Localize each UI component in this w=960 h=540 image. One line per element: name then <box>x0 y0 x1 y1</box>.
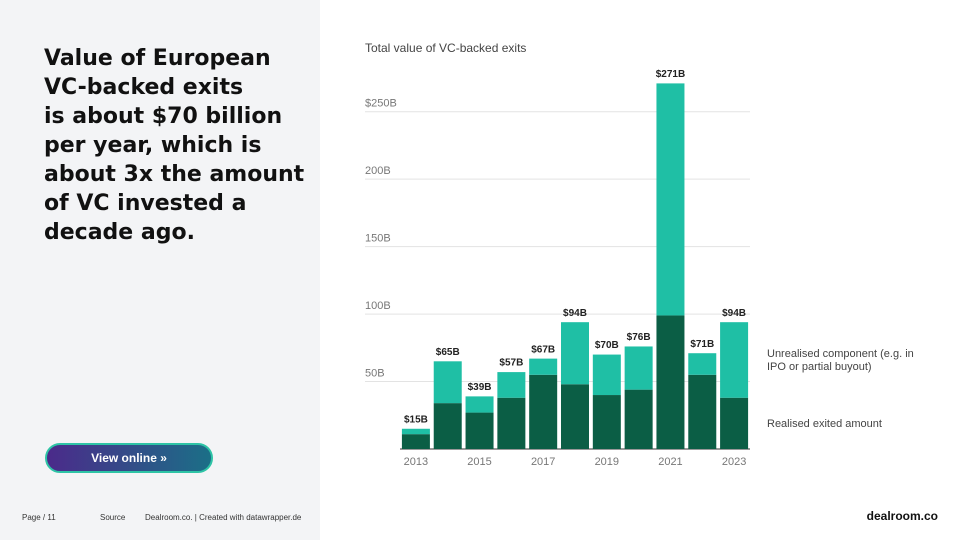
headline-line: about 3x the amount <box>44 162 305 187</box>
bar-segment <box>433 403 462 449</box>
brand: dealroom.co <box>866 509 938 523</box>
bar-segment <box>561 384 589 449</box>
y-tick-label: 150B <box>365 233 391 245</box>
bar-segment <box>624 389 653 449</box>
x-tick-label: 2015 <box>467 456 491 468</box>
legend-unrealised: Unrealised component (e.g. in IPO or par… <box>767 348 914 373</box>
total-label: $76B <box>627 332 651 343</box>
bar-segment <box>561 322 589 385</box>
total-label: $15B <box>404 414 428 425</box>
bar-segment <box>592 354 621 396</box>
y-tick-label: 50B <box>365 367 385 379</box>
headline-line: Value of European <box>44 46 271 71</box>
total-label: $271B <box>656 69 685 80</box>
source-label: Source <box>100 513 126 522</box>
bar-segment <box>529 358 558 375</box>
x-tick-label: 2013 <box>404 456 428 468</box>
headline-line: decade ago. <box>44 220 195 245</box>
total-label: $67B <box>531 344 555 355</box>
total-label: $94B <box>563 308 587 319</box>
headline-line: VC-backed exits <box>44 75 244 100</box>
x-tick-label: 2021 <box>658 456 682 468</box>
y-tick-label: 100B <box>365 300 391 312</box>
x-tick-label: 2019 <box>595 456 619 468</box>
legend-realised: Realised exited amount <box>767 418 882 430</box>
bar-segment <box>656 83 685 316</box>
bar-segment <box>592 395 621 449</box>
headline-line: of VC invested a <box>44 191 247 216</box>
x-tick-label: 2023 <box>722 456 746 468</box>
bar-segment <box>401 428 430 435</box>
total-label: $39B <box>468 382 492 393</box>
bar-segment <box>465 396 494 413</box>
total-label: $57B <box>499 358 523 369</box>
bar-segment <box>465 412 494 449</box>
bar-segment <box>497 372 526 398</box>
bar-segment <box>720 322 749 398</box>
bar-segment <box>688 374 717 449</box>
bar-segment <box>529 374 558 449</box>
page-number: Page / 11 <box>22 513 56 522</box>
total-label: $70B <box>595 340 619 351</box>
total-label: $65B <box>436 347 460 358</box>
bar-segment <box>624 346 653 390</box>
bar-segment <box>656 315 685 449</box>
y-tick-label: $250B <box>365 98 397 110</box>
total-label: $71B <box>690 339 714 350</box>
headline-line: per year, which is <box>44 133 262 158</box>
y-tick-label: 200B <box>365 165 391 177</box>
view-online-button[interactable]: View online » <box>45 443 213 473</box>
credit: Dealroom.co. | Created with datawrapper.… <box>145 513 302 522</box>
bar-segment <box>720 397 749 449</box>
bar-segment <box>401 434 430 449</box>
chart-title: Total value of VC-backed exits <box>365 41 526 55</box>
bar-segment <box>433 361 462 404</box>
total-label: $94B <box>722 308 746 319</box>
headline: Value of European VC-backed exits is about… <box>44 44 304 247</box>
headline-line: is about $70 billion <box>44 104 283 129</box>
x-tick-label: 2017 <box>531 456 555 468</box>
bar-segment <box>688 353 717 375</box>
bar-segment <box>497 397 526 449</box>
